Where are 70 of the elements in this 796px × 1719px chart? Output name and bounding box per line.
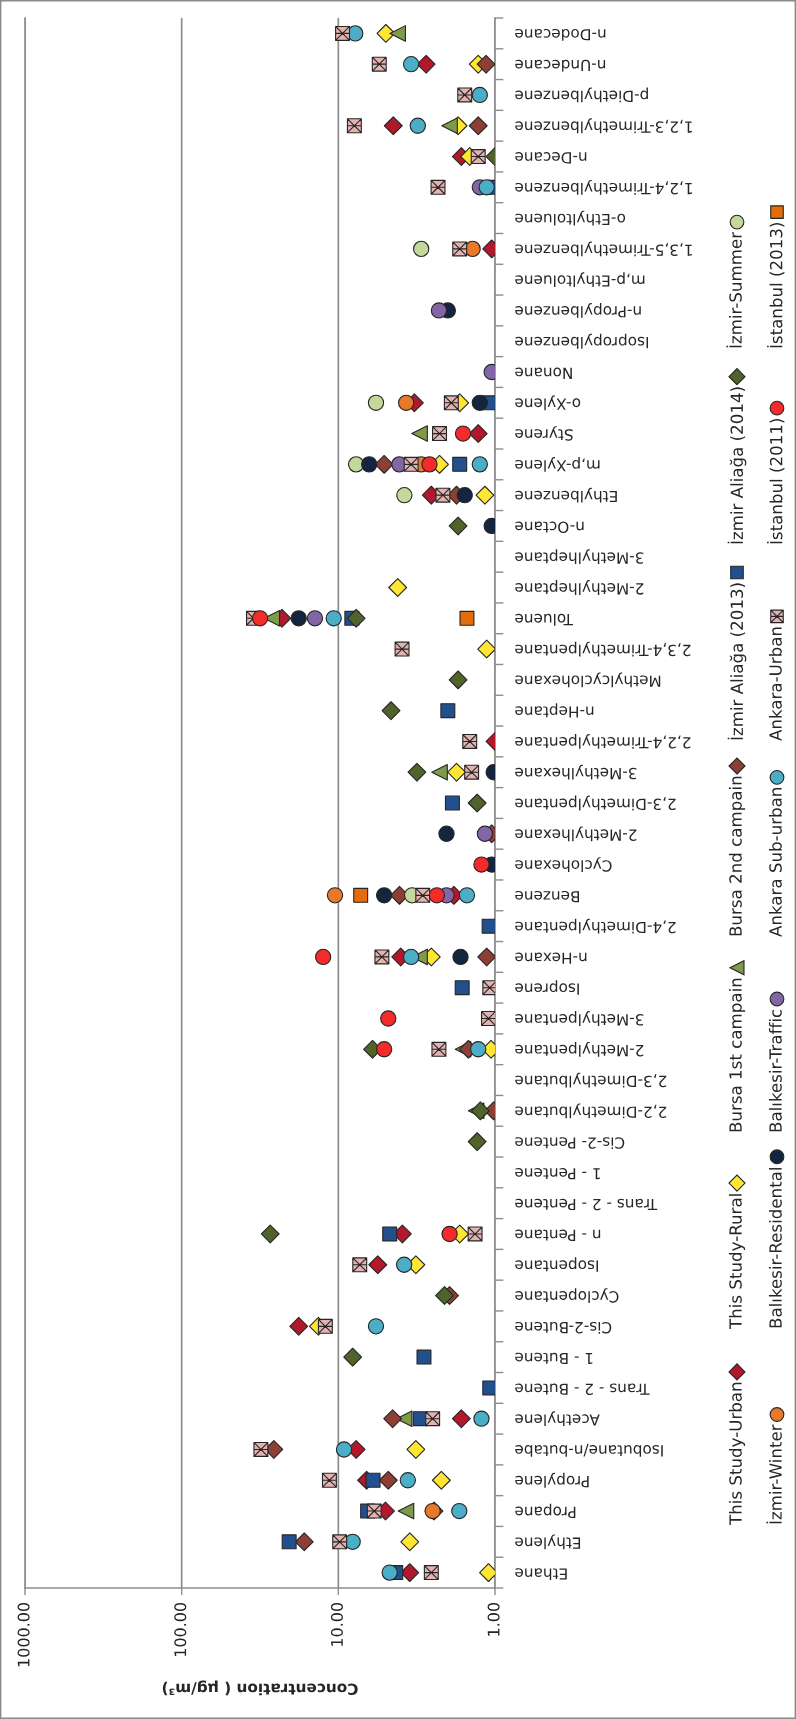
y-tick-label: n - Pentane	[515, 1229, 601, 1241]
legend-label: İzmir-Winter	[766, 1424, 782, 1524]
y-tick-label: m,p-Xylene	[515, 456, 600, 472]
y-tick-label: 1,3,5-Trimethylbenzene	[515, 241, 692, 257]
x-tick-label: 100.00	[174, 1602, 187, 1657]
y-tick-label: Cyclohexane	[515, 857, 612, 872]
y-tick-label: Cyclopentane	[515, 1288, 619, 1303]
y-tick-label: m,p-Ethyltoluene	[515, 272, 645, 288]
y-tick-label: Ethane	[515, 1568, 567, 1580]
y-tick-label: 2-Methylheptane	[515, 580, 644, 595]
y-tick-label: Cis-2- Pentene	[515, 1137, 625, 1150]
y-tick-label: 1,2,4-Trimethylbenzene	[515, 179, 692, 195]
legend-label: İstanbul (2013)	[767, 223, 785, 348]
x-tick-label: 1000.00	[17, 1602, 30, 1667]
x-axis-title: Concentration ( µg/m³)	[162, 1680, 358, 1696]
legend-label: This Study-Rural	[728, 1194, 746, 1330]
y-tick-label: o-Ethyltoluene	[515, 210, 626, 226]
y-tick-label: Styrene	[515, 426, 573, 441]
legend-label: Bursa 1st campain	[728, 978, 746, 1132]
legend-label: Ankara Sub-urban	[768, 788, 782, 937]
y-tick-label: 3-Methylpentane	[515, 1011, 644, 1026]
y-tick-label: Benzene	[515, 890, 580, 903]
y-tick-label: 2,3,4-Trimethylpentane	[515, 641, 691, 657]
y-tick-label: Isoprene	[515, 980, 579, 995]
legend-label: This Study-Urban	[728, 1382, 746, 1526]
legend-label: İstanbul (2011)	[767, 419, 785, 544]
legend-label: İzmir Aliağa (2014)	[727, 387, 747, 544]
y-tick-label: Methylcyclohexane	[515, 672, 661, 688]
y-tick-label: n-Undecane	[515, 59, 606, 72]
y-tick-label: Toluene	[515, 613, 573, 626]
y-tick-label: Ethylbenzene	[515, 487, 617, 503]
legend-label: Balıkesir-Traffic	[768, 1009, 782, 1132]
legend-label: İzmir Aliağa (2013)	[727, 583, 747, 740]
y-tick-label: Trans - 2 - Butene	[515, 1383, 650, 1396]
y-tick-label: Propylene	[515, 1472, 589, 1488]
y-tick-label: n-Dodecane	[515, 28, 606, 41]
y-tick-label: 2,3-Dimethylpentane	[515, 795, 676, 811]
legend-label: Ankara-Urban	[768, 627, 782, 741]
y-tick-label: 2,2-Dimethylbutane	[515, 1103, 667, 1119]
y-tick-label: 3-Methylhexane	[515, 764, 637, 780]
y-tick-label: 3-Methylheptane	[515, 549, 644, 565]
y-tick-label: n-Heptane	[515, 703, 594, 718]
y-tick-label: p-Diethylbenzene	[515, 87, 648, 103]
y-tick-label: Acethylene	[515, 1411, 600, 1427]
y-tick-label: 1 - Butene	[515, 1352, 593, 1365]
legend-label: Balıkesir-Residental	[768, 1168, 782, 1328]
legend-label: Bursa 2nd campain	[728, 776, 746, 936]
y-tick-label: Propane	[515, 1503, 576, 1518]
y-tick-label: o-Xylene	[515, 395, 581, 411]
y-tick-label: Isopentane	[515, 1257, 598, 1272]
y-tick-label: n-Decane	[515, 152, 587, 164]
y-tick-label: 2-Methylhexane	[515, 826, 637, 842]
y-tick-label: n-Octane	[515, 521, 584, 534]
y-tick-label: 2,3-Dimethylbutane	[515, 1072, 667, 1088]
y-tick-label: Cis-2-Butene	[515, 1321, 612, 1334]
y-tick-label: Isopropylbenzene	[515, 333, 649, 349]
y-tick-label: 2-Methylpentane	[515, 1041, 644, 1057]
y-tick-label: Isobutane/n-butabe	[515, 1443, 663, 1457]
x-tick-label: 10.00	[330, 1602, 343, 1646]
legend-label: İzmir-Summer	[726, 231, 742, 348]
y-tick-label: n-Hexane	[515, 952, 587, 964]
y-tick-label: 2,2,4-Trimethylpentane	[515, 734, 691, 749]
y-tick-label: Nonane	[515, 367, 572, 379]
y-tick-label: 1,2,3-Trimethylbenzene	[515, 118, 692, 134]
y-tick-label: Ethylene	[515, 1534, 581, 1550]
y-tick-label: 2,4-Dimethylpentane	[515, 918, 676, 934]
y-tick-label: Trans - 2 - Pentene	[515, 1198, 658, 1211]
x-tick-label: 1.00	[487, 1602, 500, 1636]
y-tick-label: n-Propylbenzene	[515, 303, 641, 318]
y-tick-label: 1 - Pentene	[515, 1167, 600, 1180]
